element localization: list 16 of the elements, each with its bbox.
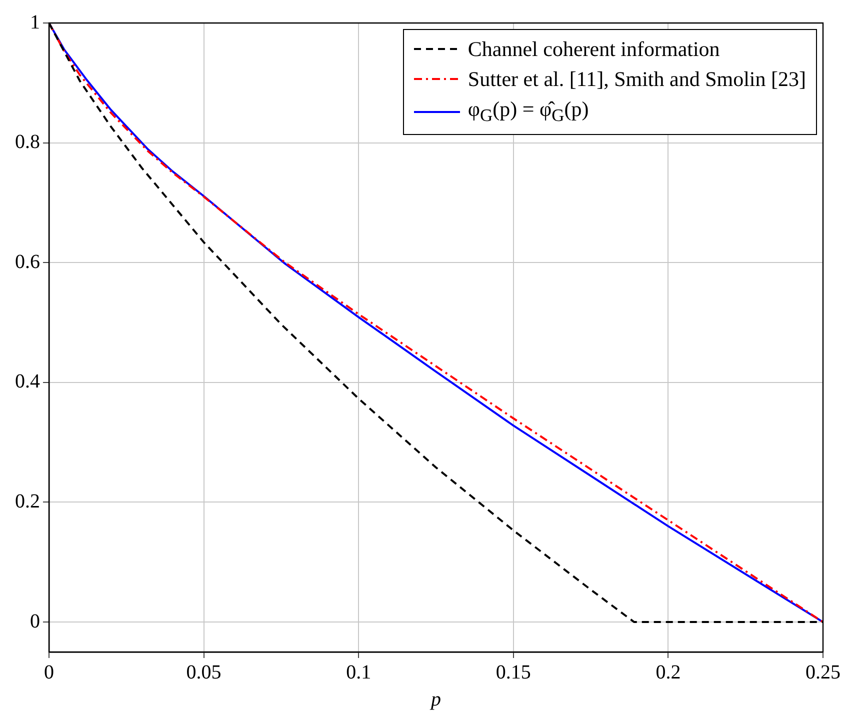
x-tick-label: 0.2 <box>656 661 681 684</box>
x-tick-label: 0 <box>44 661 54 684</box>
y-tick-label: 0.2 <box>15 490 40 512</box>
x-tick-label: 0.05 <box>186 661 222 684</box>
x-tick-label: 0.1 <box>346 661 372 684</box>
y-tick-label: 0 <box>30 610 40 632</box>
y-tick-label: 0.4 <box>15 370 40 393</box>
legend-label: Sutter et al. [11], Smith and Smolin [23] <box>468 66 806 93</box>
x-tick-label: 0.25 <box>806 661 840 684</box>
y-tick-label: 1 <box>30 11 40 34</box>
x-tick-label: 0.15 <box>496 661 531 684</box>
x-axis-title: p <box>429 688 441 710</box>
y-tick-label: 0.6 <box>15 250 40 273</box>
legend-label: Channel coherent information <box>468 36 720 63</box>
y-tick-label: 0.8 <box>15 131 40 154</box>
legend-label: φ$_{G}$(p) = φ̂$_{G}$(p) <box>468 96 589 128</box>
